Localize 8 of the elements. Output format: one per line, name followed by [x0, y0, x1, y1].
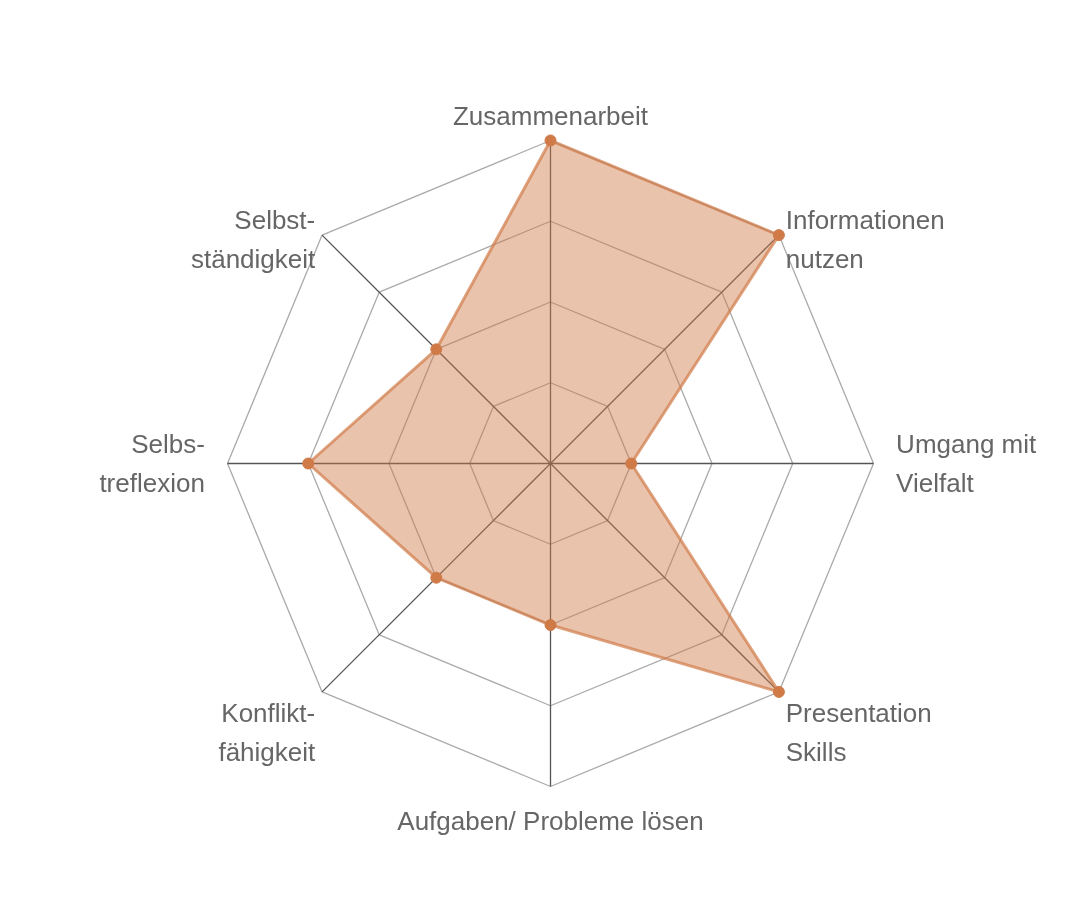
- spoke-label: Informationen nutzen: [785, 204, 945, 274]
- spoke-label: Umgang mit Vielfalt: [896, 429, 1038, 498]
- spoke-label: Konflikt- fähigkeit: [218, 698, 317, 768]
- spoke-label: Zusammenarbeit: [452, 100, 649, 131]
- spoke-label: Selbs- treflexion: [99, 429, 205, 498]
- spoke-label: Selbst- ständigkeit: [190, 204, 317, 274]
- spoke-label: Presentation Skills: [785, 698, 932, 768]
- spoke-label: Aufgaben/ Probleme lösen: [397, 805, 704, 836]
